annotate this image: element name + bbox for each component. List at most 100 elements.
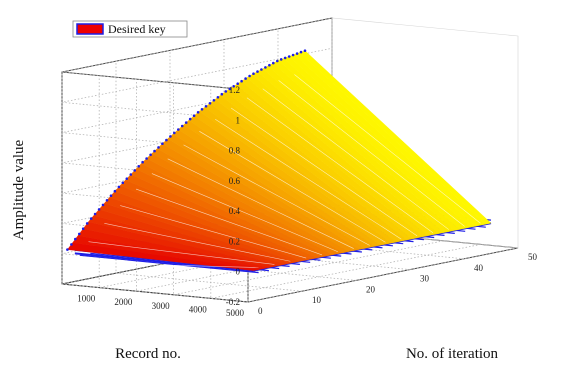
- legend-swatch: [76, 23, 104, 35]
- data-point: [252, 72, 255, 75]
- other-key-edge: [74, 252, 254, 272]
- data-point: [248, 74, 251, 78]
- data-point: [161, 142, 164, 145]
- record-tick-label: 5000: [226, 308, 245, 318]
- data-point: [303, 49, 307, 52]
- grid-line: [61, 108, 333, 182]
- z-tick-label: 1: [236, 115, 241, 125]
- iteration-tick-label: 30: [420, 274, 430, 284]
- record-tick-label: 2000: [114, 297, 133, 307]
- surface-highlight: [120, 205, 307, 259]
- data-point: [105, 199, 109, 202]
- data-point: [188, 117, 192, 121]
- data-point: [192, 114, 196, 117]
- surface-highlight: [183, 144, 370, 246]
- data-point: [264, 66, 267, 69]
- legend: Desired key: [72, 20, 188, 38]
- data-point: [149, 153, 152, 157]
- iteration-tick-label: 10: [312, 295, 322, 305]
- data-point: [173, 131, 176, 135]
- z-tick-label: 1.2: [229, 85, 240, 95]
- data-point: [260, 68, 263, 71]
- surface-highlight: [72, 262, 259, 268]
- surface-highlight: [135, 188, 323, 256]
- surface-highlight: [294, 74, 481, 224]
- data-point: [268, 63, 271, 67]
- record-tick-label: 4000: [189, 304, 208, 314]
- record-tick-label: 1000: [77, 294, 96, 304]
- surface-highlight: [88, 241, 275, 265]
- data-point: [169, 135, 172, 138]
- legend-label: Desired key: [108, 22, 166, 36]
- data-point: [180, 124, 184, 128]
- data-point: [256, 70, 259, 73]
- data-point: [208, 102, 212, 105]
- data-point: [204, 105, 208, 108]
- data-point: [224, 90, 228, 93]
- data-point: [117, 185, 121, 189]
- data-point: [85, 222, 89, 225]
- data-point: [228, 87, 232, 91]
- data-point: [216, 96, 220, 99]
- data-point: [121, 181, 125, 185]
- data-point: [232, 85, 235, 88]
- iteration-tick-label: 50: [528, 252, 538, 262]
- data-point: [236, 82, 239, 85]
- z-tick-label: 0: [236, 267, 241, 277]
- x-axis-label: No. of iteration: [406, 346, 499, 362]
- data-point: [276, 59, 279, 63]
- surface-highlight: [199, 131, 386, 243]
- data-point: [74, 237, 77, 241]
- grid-line: [61, 17, 333, 91]
- data-point: [125, 177, 129, 180]
- data-point: [153, 149, 156, 153]
- data-point: [291, 53, 295, 57]
- surface-highlight: [262, 88, 449, 230]
- z-tick-label: 0.4: [229, 206, 241, 216]
- data-point: [244, 77, 247, 80]
- grid-line: [115, 61, 303, 292]
- data-point: [70, 243, 73, 246]
- z-tick-label: 0.8: [229, 146, 241, 156]
- data-point: [145, 157, 148, 160]
- data-point: [184, 121, 188, 124]
- iteration-tick-label: 0: [258, 306, 263, 316]
- data-point: [101, 203, 105, 207]
- grid-line: [61, 72, 249, 303]
- surface-highlight: [104, 223, 291, 262]
- iteration-tick-label: 40: [474, 263, 484, 273]
- surface-highlight: [215, 119, 402, 240]
- data-point: [133, 169, 136, 172]
- data-point: [220, 92, 224, 96]
- data-point: [177, 128, 180, 131]
- record-tick-label: 3000: [152, 301, 171, 311]
- surface-highlight: [167, 158, 354, 249]
- data-point: [89, 217, 93, 220]
- data-point: [240, 79, 243, 83]
- data-point: [165, 138, 168, 142]
- surface-highlight: [278, 80, 465, 227]
- surface-highlight: [151, 173, 338, 253]
- data-point: [78, 232, 81, 236]
- grid-line: [61, 169, 333, 242]
- data-point: [93, 212, 97, 216]
- surface-highlight: [230, 107, 418, 237]
- y-axis-label: Record no.: [115, 346, 181, 362]
- data-point: [299, 50, 303, 54]
- data-point: [212, 99, 216, 102]
- data-point: [137, 165, 140, 168]
- z-tick-label: -0.2: [226, 297, 240, 307]
- data-point: [287, 55, 291, 58]
- grid-line: [61, 78, 333, 151]
- other-key-line: [79, 254, 259, 274]
- data-point: [81, 227, 85, 230]
- data-point: [283, 56, 287, 60]
- data-point: [97, 208, 101, 211]
- z-tick-label: 0.6: [229, 176, 241, 186]
- surface-highlight: [246, 97, 434, 233]
- data-point: [66, 248, 69, 251]
- z-tick-label: 0.2: [229, 236, 240, 246]
